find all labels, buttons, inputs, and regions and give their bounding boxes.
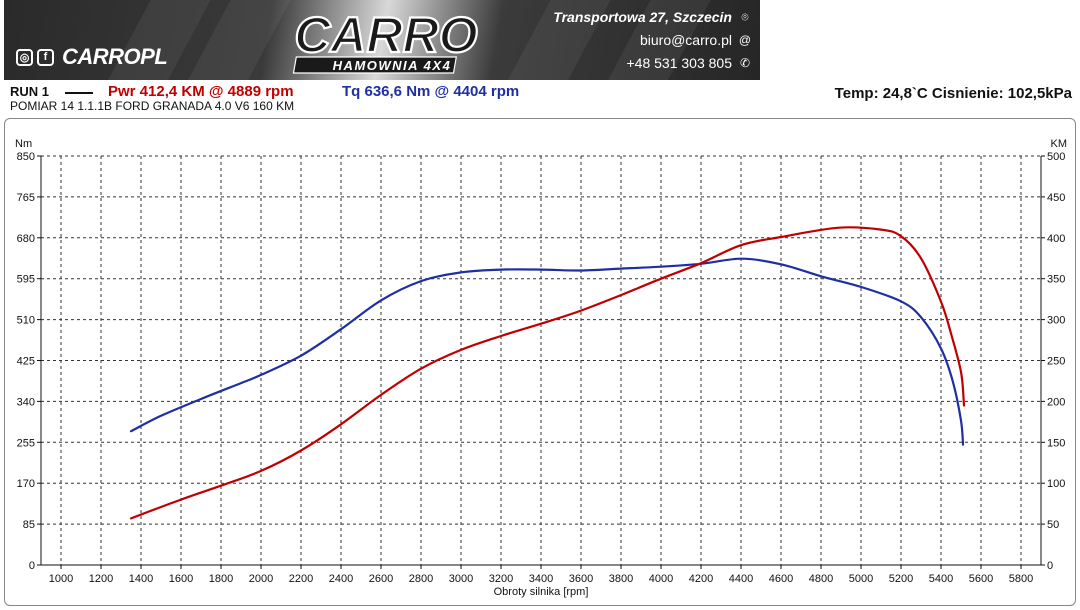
y-left-tick-label: 680 <box>17 233 35 245</box>
x-tick-label: 3800 <box>609 573 633 585</box>
x-tick-label: 2800 <box>409 573 433 585</box>
dyno-chart: 1000 1200 1400 1600 1800 2000 2200 2400 2600 2800… <box>15 138 1068 598</box>
run-legend-line <box>65 92 93 94</box>
location-pin-icon: ⌾ <box>741 10 749 24</box>
header-banner: ◎ f CARROPL CARRO HAMOWNIA 4X4 Transport… <box>4 0 760 80</box>
email-text[interactable]: biuro@carro.pl <box>639 32 732 48</box>
y-left-tick-label: 425 <box>17 356 35 368</box>
x-tick-label: 3000 <box>449 573 473 585</box>
y-left-tick-label: 510 <box>17 315 35 327</box>
x-tick-label: 4400 <box>729 573 753 585</box>
x-tick-label: 4600 <box>769 573 793 585</box>
x-tick-label: 4000 <box>649 573 673 585</box>
x-tick-label: 5400 <box>929 573 953 585</box>
y-left-tick-label: 765 <box>17 192 35 204</box>
y-right-tick-label: 0 <box>1047 560 1053 572</box>
y-left-tick-label: 255 <box>17 437 35 449</box>
social-handle: CARROPL <box>62 44 168 69</box>
x-tick-label: 5800 <box>1009 573 1033 585</box>
logo-subtext: HAMOWNIA 4X4 <box>333 58 452 73</box>
x-tick-label: 4200 <box>689 573 713 585</box>
carro-logo: CARRO HAMOWNIA 4X4 <box>292 6 479 74</box>
y-right-tick-label: 400 <box>1047 233 1065 245</box>
x-tick-label: 4800 <box>809 573 833 585</box>
measurement-label: POMIAR 14 1.1.1B FORD GRANADA 4.0 V6 160… <box>10 99 295 113</box>
y-right-axis-label: KM <box>1051 138 1068 150</box>
y-right-tick-label: 450 <box>1047 192 1065 204</box>
y-right-tick-label: 300 <box>1047 315 1065 327</box>
y-right-tick-label: 100 <box>1047 478 1065 490</box>
x-tick-label: 2200 <box>289 573 313 585</box>
x-tick-label: 1000 <box>49 573 73 585</box>
x-tick-label: 1800 <box>209 573 233 585</box>
x-tick-label: 1400 <box>129 573 153 585</box>
x-axis-label: Obroty silnika [rpm] <box>494 586 589 598</box>
y-left-tick-label: 340 <box>17 396 35 408</box>
y-right-tick-label: 500 <box>1047 151 1065 163</box>
y-left-tick-label: 850 <box>17 151 35 163</box>
conditions-label: Temp: 24,8`C Cisnienie: 102,5kPa <box>834 85 1072 102</box>
y-right-tick-label: 350 <box>1047 274 1065 286</box>
y-left-tick-label: 595 <box>17 274 35 286</box>
torque-summary: Tq 636,6 Nm @ 4404 rpm <box>342 83 520 100</box>
whatsapp-icon: ✆ <box>739 56 751 70</box>
y-right-tick-label: 150 <box>1047 437 1065 449</box>
power-summary: Pwr 412,4 KM @ 4889 rpm <box>108 83 294 100</box>
at-icon: @ <box>738 33 752 47</box>
address-text: Transportowa 27, Szczecin <box>553 9 732 25</box>
y-right-tick-label: 50 <box>1047 519 1059 531</box>
y-right-tick-label: 250 <box>1047 356 1065 368</box>
x-tick-label: 3400 <box>529 573 553 585</box>
x-tick-label: 1600 <box>169 573 193 585</box>
y-left-tick-label: 0 <box>29 560 35 572</box>
x-tick-label: 3600 <box>569 573 593 585</box>
facebook-icon[interactable]: f <box>37 48 54 66</box>
contact-info: Transportowa 27, Szczecin ⌾ biuro@carro.… <box>553 6 752 75</box>
y-right-tick-label: 200 <box>1047 396 1065 408</box>
social-links: ◎ f CARROPL <box>16 44 168 70</box>
logo-text: CARRO <box>294 7 477 63</box>
x-tick-label: 2600 <box>369 573 393 585</box>
run-label: RUN 1 <box>10 84 50 99</box>
y-left-axis-label: Nm <box>15 138 32 150</box>
x-tick-label: 5000 <box>849 573 873 585</box>
power-curve <box>129 226 966 520</box>
phone-text[interactable]: +48 531 303 805 <box>626 55 733 71</box>
x-tick-label: 1200 <box>89 573 113 585</box>
y-left-tick-label: 170 <box>17 478 35 490</box>
chart-frame: 1000 1200 1400 1600 1800 2000 2200 2400 2600 2800… <box>4 118 1076 606</box>
torque-curve <box>129 257 965 446</box>
x-tick-label: 2000 <box>249 573 273 585</box>
x-tick-label: 5600 <box>969 573 993 585</box>
run-info: RUN 1 Pwr 412,4 KM @ 4889 rpm Tq 636,6 N… <box>10 83 1072 114</box>
x-tick-label: 5200 <box>889 573 913 585</box>
x-tick-label: 3200 <box>489 573 513 585</box>
x-tick-label: 2400 <box>329 573 353 585</box>
y-left-tick-label: 85 <box>23 519 35 531</box>
instagram-icon[interactable]: ◎ <box>16 48 33 66</box>
